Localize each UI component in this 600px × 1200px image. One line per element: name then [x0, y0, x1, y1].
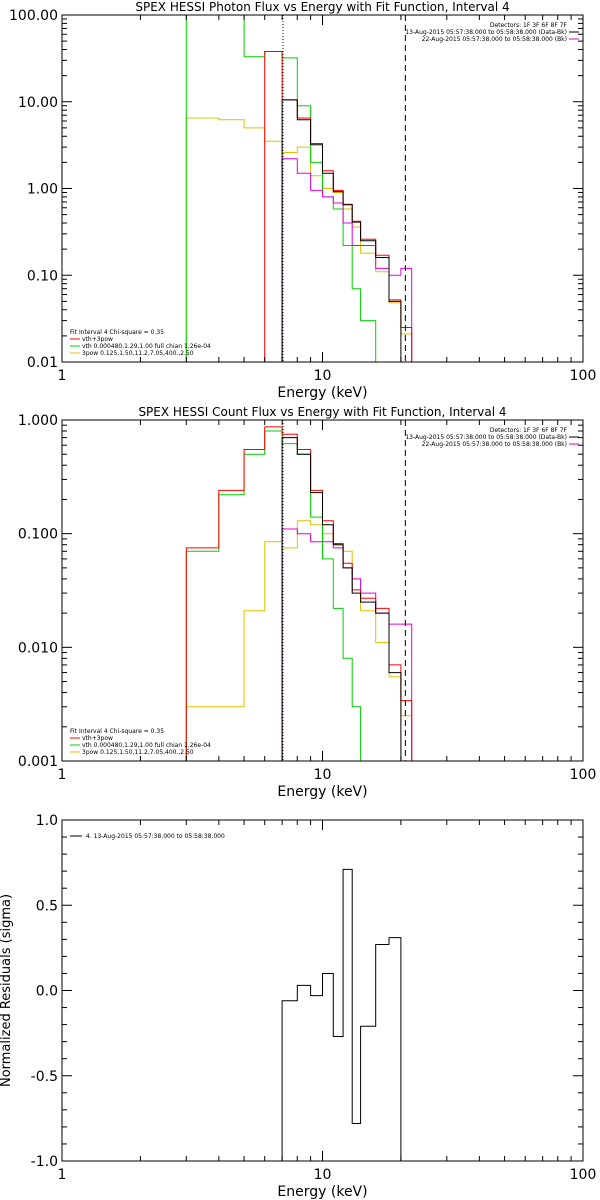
- series-green: [185, 430, 376, 762]
- series-group: [185, 426, 413, 762]
- y-ticks: [62, 819, 583, 1162]
- x-tick-label: 100: [570, 767, 597, 783]
- legend-bottom-left-text: vth 0.000480,1.29,1.00 full chian 1.26e-…: [82, 742, 211, 749]
- y-tick-label: 1.00: [27, 182, 58, 198]
- legend-bottom-left-text: vth 0.000480,1.29,1.00 full chian 1.26e-…: [82, 343, 211, 350]
- series-black: [281, 437, 402, 761]
- series-magenta: [281, 158, 413, 362]
- series-group: [185, 14, 413, 363]
- legend-top-right-text: Detectors: 1F 3F 6F 8F 7F: [490, 427, 568, 434]
- legend-bottom-left-text: 3pow 0.125,1.50,11.2,7.05,400.,2.50: [82, 350, 194, 357]
- series-yellow: [185, 520, 413, 761]
- y-tick-label: 0.0: [36, 984, 58, 1000]
- y-tick-label: 100.00: [9, 8, 58, 24]
- x-tick-label: 10: [314, 368, 332, 384]
- x-tick-label: 1: [58, 1167, 67, 1183]
- x-ticks: [61, 420, 572, 761]
- panel-2: SPEX HESSI Count Flux vs Energy with Fit…: [18, 405, 596, 800]
- series-magenta: [281, 528, 413, 761]
- chart-title: SPEX HESSI Photon Flux vs Energy with Fi…: [135, 0, 509, 14]
- x-tick-label: 100: [570, 368, 597, 384]
- legend-top-left-text: 4. 13-Aug-2015 05:57:38.000 to 05:58:38.…: [86, 833, 225, 840]
- legend-top-right-text: 13-Aug-2015 05:57:38.000 to 05:58:38.000…: [405, 434, 567, 441]
- x-tick-label: 1: [58, 767, 67, 783]
- legend-top-right-text: Detectors: 1F 3F 6F 8F 7F: [490, 22, 568, 29]
- chart-title: SPEX HESSI Count Flux vs Energy with Fit…: [138, 405, 506, 419]
- legend-bottom-left-text: Fit Interval 4 Chi-square = 0.35: [70, 728, 164, 735]
- y-tick-label: 0.5: [36, 898, 58, 914]
- y-tick-label: -1.0: [31, 1154, 58, 1170]
- legend-bottom-left-text: Fit Interval 4 Chi-square = 0.35: [70, 329, 164, 336]
- legend-bottom-left-text: vth+3pow: [82, 336, 113, 343]
- panel-3: 1 10 100 Energy (keV) -1.0 -0.5 0.0 0.5 1.0 Norma…: [0, 813, 596, 1200]
- x-ticks: [61, 820, 572, 1161]
- series-yellow: [185, 117, 413, 362]
- series-green: [185, 14, 389, 363]
- x-axis-label: Energy (keV): [277, 784, 367, 800]
- y-tick-label: 0.01: [27, 355, 58, 371]
- y-tick-label: 0.100: [18, 527, 58, 543]
- legend-bottom-left-text: 3pow 0.125,1.50,11.2,7.05,400.,2.50: [82, 749, 194, 756]
- x-axis-label: Energy (keV): [277, 1184, 367, 1200]
- y-tick-label: 0.001: [18, 754, 58, 770]
- legend-bottom-left-text: vth+3pow: [82, 735, 113, 742]
- x-tick-label: 10: [314, 767, 332, 783]
- x-tick-label: 100: [570, 1167, 597, 1183]
- series-red: [185, 426, 413, 761]
- x-tick-label: 10: [314, 1167, 332, 1183]
- x-ticks: [61, 15, 572, 362]
- y-tick-label: 1.000: [18, 413, 58, 429]
- legend-top-right-text: 22-Aug-2015 05:57:38.000 to 05:58:38.000…: [422, 441, 567, 448]
- series-black: [281, 868, 402, 1161]
- y-ticks: [62, 18, 583, 363]
- y-tick-label: 0.010: [18, 640, 58, 656]
- y-tick-label: -0.5: [31, 1069, 58, 1085]
- x-tick-label: 1: [58, 368, 67, 384]
- y-tick-label: 10.00: [18, 95, 58, 111]
- series-group: [281, 868, 402, 1161]
- series-black: [281, 99, 402, 362]
- y-axis-label: Normalized Residuals (sigma): [0, 894, 14, 1087]
- y-tick-label: 1.0: [36, 813, 58, 829]
- panel-1: SPEX HESSI Photon Flux vs Energy with Fi…: [9, 0, 596, 401]
- legend-top-right-text: 22-Aug-2015 05:57:38.000 to 05:58:38.000…: [422, 36, 567, 43]
- x-axis-label: Energy (keV): [277, 385, 367, 401]
- y-tick-label: 0.10: [27, 268, 58, 284]
- series-red: [264, 51, 413, 362]
- legend-top-right-text: 13-Aug-2015 05:57:38.000 to 05:58:38.000…: [405, 29, 567, 36]
- y-ticks: [62, 424, 583, 762]
- plot-frame: [61, 419, 584, 762]
